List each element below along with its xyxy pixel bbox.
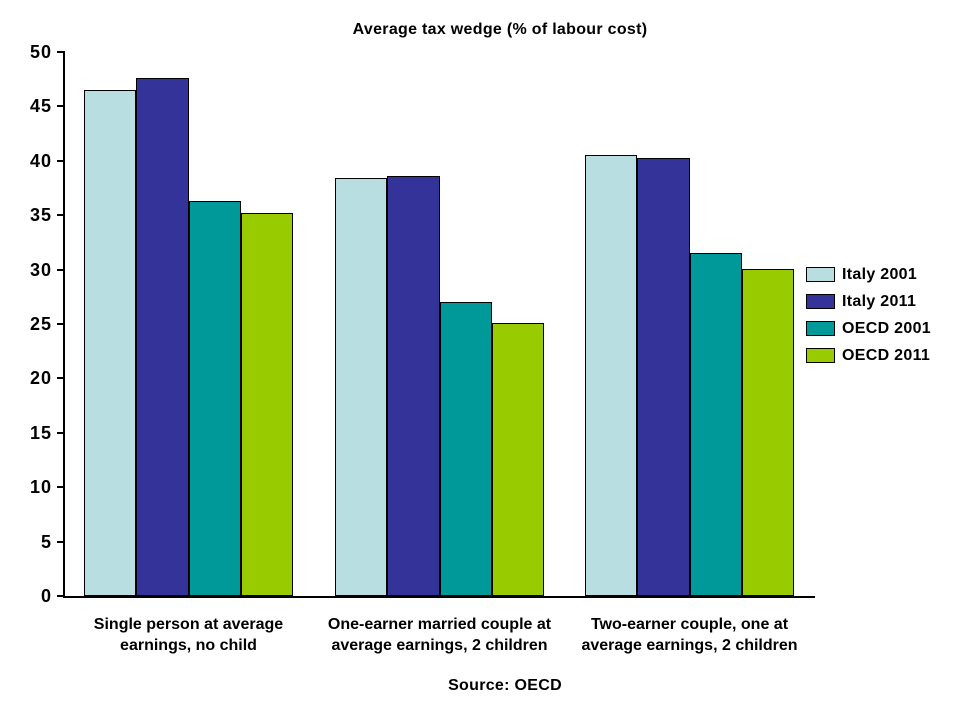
chart-title: Average tax wedge (% of labour cost): [352, 21, 648, 38]
legend-label: OECD 2001: [842, 319, 931, 337]
y-tick-label-30: 30: [29, 259, 52, 280]
bar-oecd-2001-cat1: [188, 201, 241, 596]
y-tick-mark: [57, 431, 65, 434]
y-tick-mark: [57, 323, 65, 325]
legend-label: OECD 2011: [842, 346, 931, 364]
bar-italy-2001-cat3: [585, 155, 638, 596]
legend-swatch-oecd-2001: [806, 321, 835, 336]
bar-italy-2001-cat1: [84, 90, 137, 596]
plot-area: [63, 52, 815, 598]
x-category-label-2: One-earner married couple at average ear…: [327, 616, 552, 654]
y-tick-label-35: 35: [29, 205, 52, 226]
legend-item-italy-2001: Italy 2001: [806, 261, 931, 288]
legend-item-oecd-2001: OECD 2001: [806, 315, 931, 342]
x-category-label-1: Single person at average earnings, no ch…: [93, 616, 284, 654]
y-tick-mark: [57, 268, 65, 271]
y-tick-mark: [57, 159, 65, 162]
legend-swatch-italy-2011: [806, 294, 835, 309]
legend-label: Italy 2001: [842, 265, 918, 283]
legend-item-italy-2011: Italy 2011: [806, 288, 931, 315]
bar-oecd-2011-cat1: [240, 213, 293, 596]
y-tick-label-15: 15: [29, 422, 52, 443]
y-tick-label-10: 10: [29, 477, 52, 498]
bar-italy-2001-cat2: [335, 178, 388, 596]
bar-oecd-2001-cat3: [689, 253, 742, 596]
y-tick-label-50: 50: [29, 42, 52, 62]
y-tick-mark: [57, 595, 65, 597]
y-tick-label-20: 20: [29, 368, 52, 389]
y-tick-mark: [57, 105, 65, 108]
y-tick-mark: [57, 540, 65, 543]
y-tick-label-40: 40: [29, 150, 52, 171]
y-tick-mark: [57, 214, 65, 217]
y-tick-label-0: 0: [40, 586, 52, 606]
legend: Italy 2001 Italy 2011 OECD 2001 OECD 2011: [806, 261, 931, 369]
x-category-label-3: Two-earner couple, one at average earnin…: [581, 616, 798, 654]
y-tick-mark: [57, 377, 65, 380]
bar-italy-2011-cat2: [387, 176, 440, 596]
legend-swatch-oecd-2011: [806, 348, 835, 363]
y-tick-label-25: 25: [29, 314, 52, 334]
y-tick-mark: [57, 486, 65, 489]
y-tick-label-5: 5: [40, 531, 52, 552]
bar-oecd-2001-cat2: [439, 302, 492, 596]
source-note: Source: OECD: [448, 677, 562, 694]
bar-italy-2011-cat1: [136, 78, 189, 596]
legend-item-oecd-2011: OECD 2011: [806, 342, 931, 369]
y-tick-label-45: 45: [29, 96, 52, 117]
y-tick-mark: [57, 51, 65, 53]
bar-italy-2011-cat3: [637, 157, 690, 596]
bar-oecd-2011-cat3: [741, 268, 794, 596]
legend-swatch-italy-2001: [806, 267, 835, 282]
legend-label: Italy 2011: [842, 292, 917, 310]
bar-oecd-2011-cat2: [491, 322, 544, 596]
